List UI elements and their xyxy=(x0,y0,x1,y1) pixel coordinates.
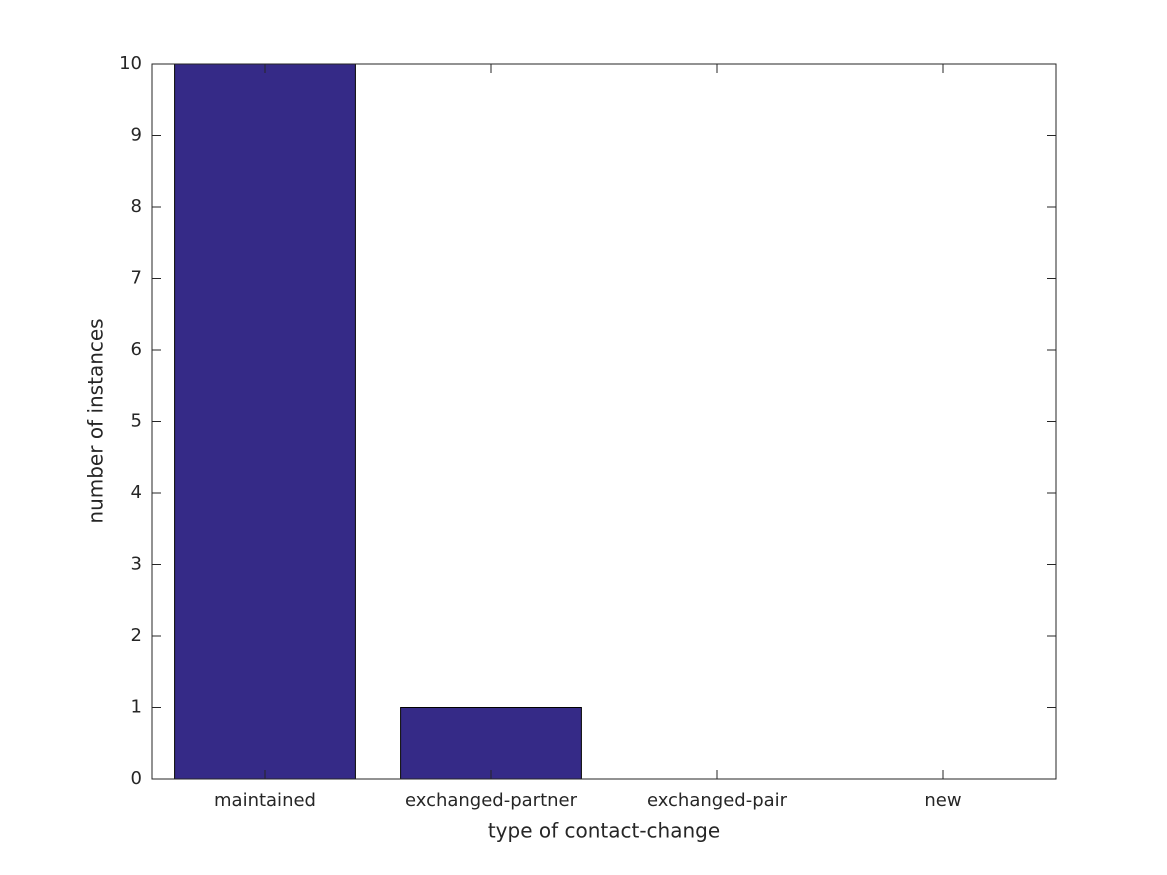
x-tick-label: exchanged-pair xyxy=(647,790,788,811)
y-axis-label: number of instances xyxy=(84,318,108,523)
x-tick-label: new xyxy=(924,790,961,811)
y-tick-label: 3 xyxy=(131,554,142,575)
y-tick-label: 4 xyxy=(131,482,142,503)
y-tick-label: 7 xyxy=(131,268,142,289)
bar xyxy=(174,63,356,780)
y-tick-label: 5 xyxy=(131,411,142,432)
y-tick-label: 6 xyxy=(131,339,142,360)
bar xyxy=(400,707,582,780)
y-tick-label: 8 xyxy=(131,196,142,217)
y-tick-label: 0 xyxy=(131,768,142,789)
y-tick-label: 10 xyxy=(119,53,142,74)
y-tick-label: 2 xyxy=(131,625,142,646)
y-tick-label: 9 xyxy=(131,125,142,146)
y-tick-label: 1 xyxy=(131,697,142,718)
x-tick-label: exchanged-partner xyxy=(405,790,578,811)
x-tick-label: maintained xyxy=(214,790,316,811)
x-axis-label: type of contact-change xyxy=(488,819,720,843)
